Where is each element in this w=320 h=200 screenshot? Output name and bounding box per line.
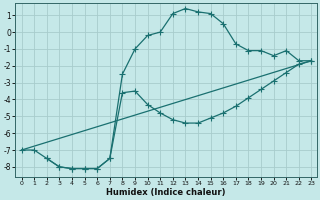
X-axis label: Humidex (Indice chaleur): Humidex (Indice chaleur): [106, 188, 226, 197]
